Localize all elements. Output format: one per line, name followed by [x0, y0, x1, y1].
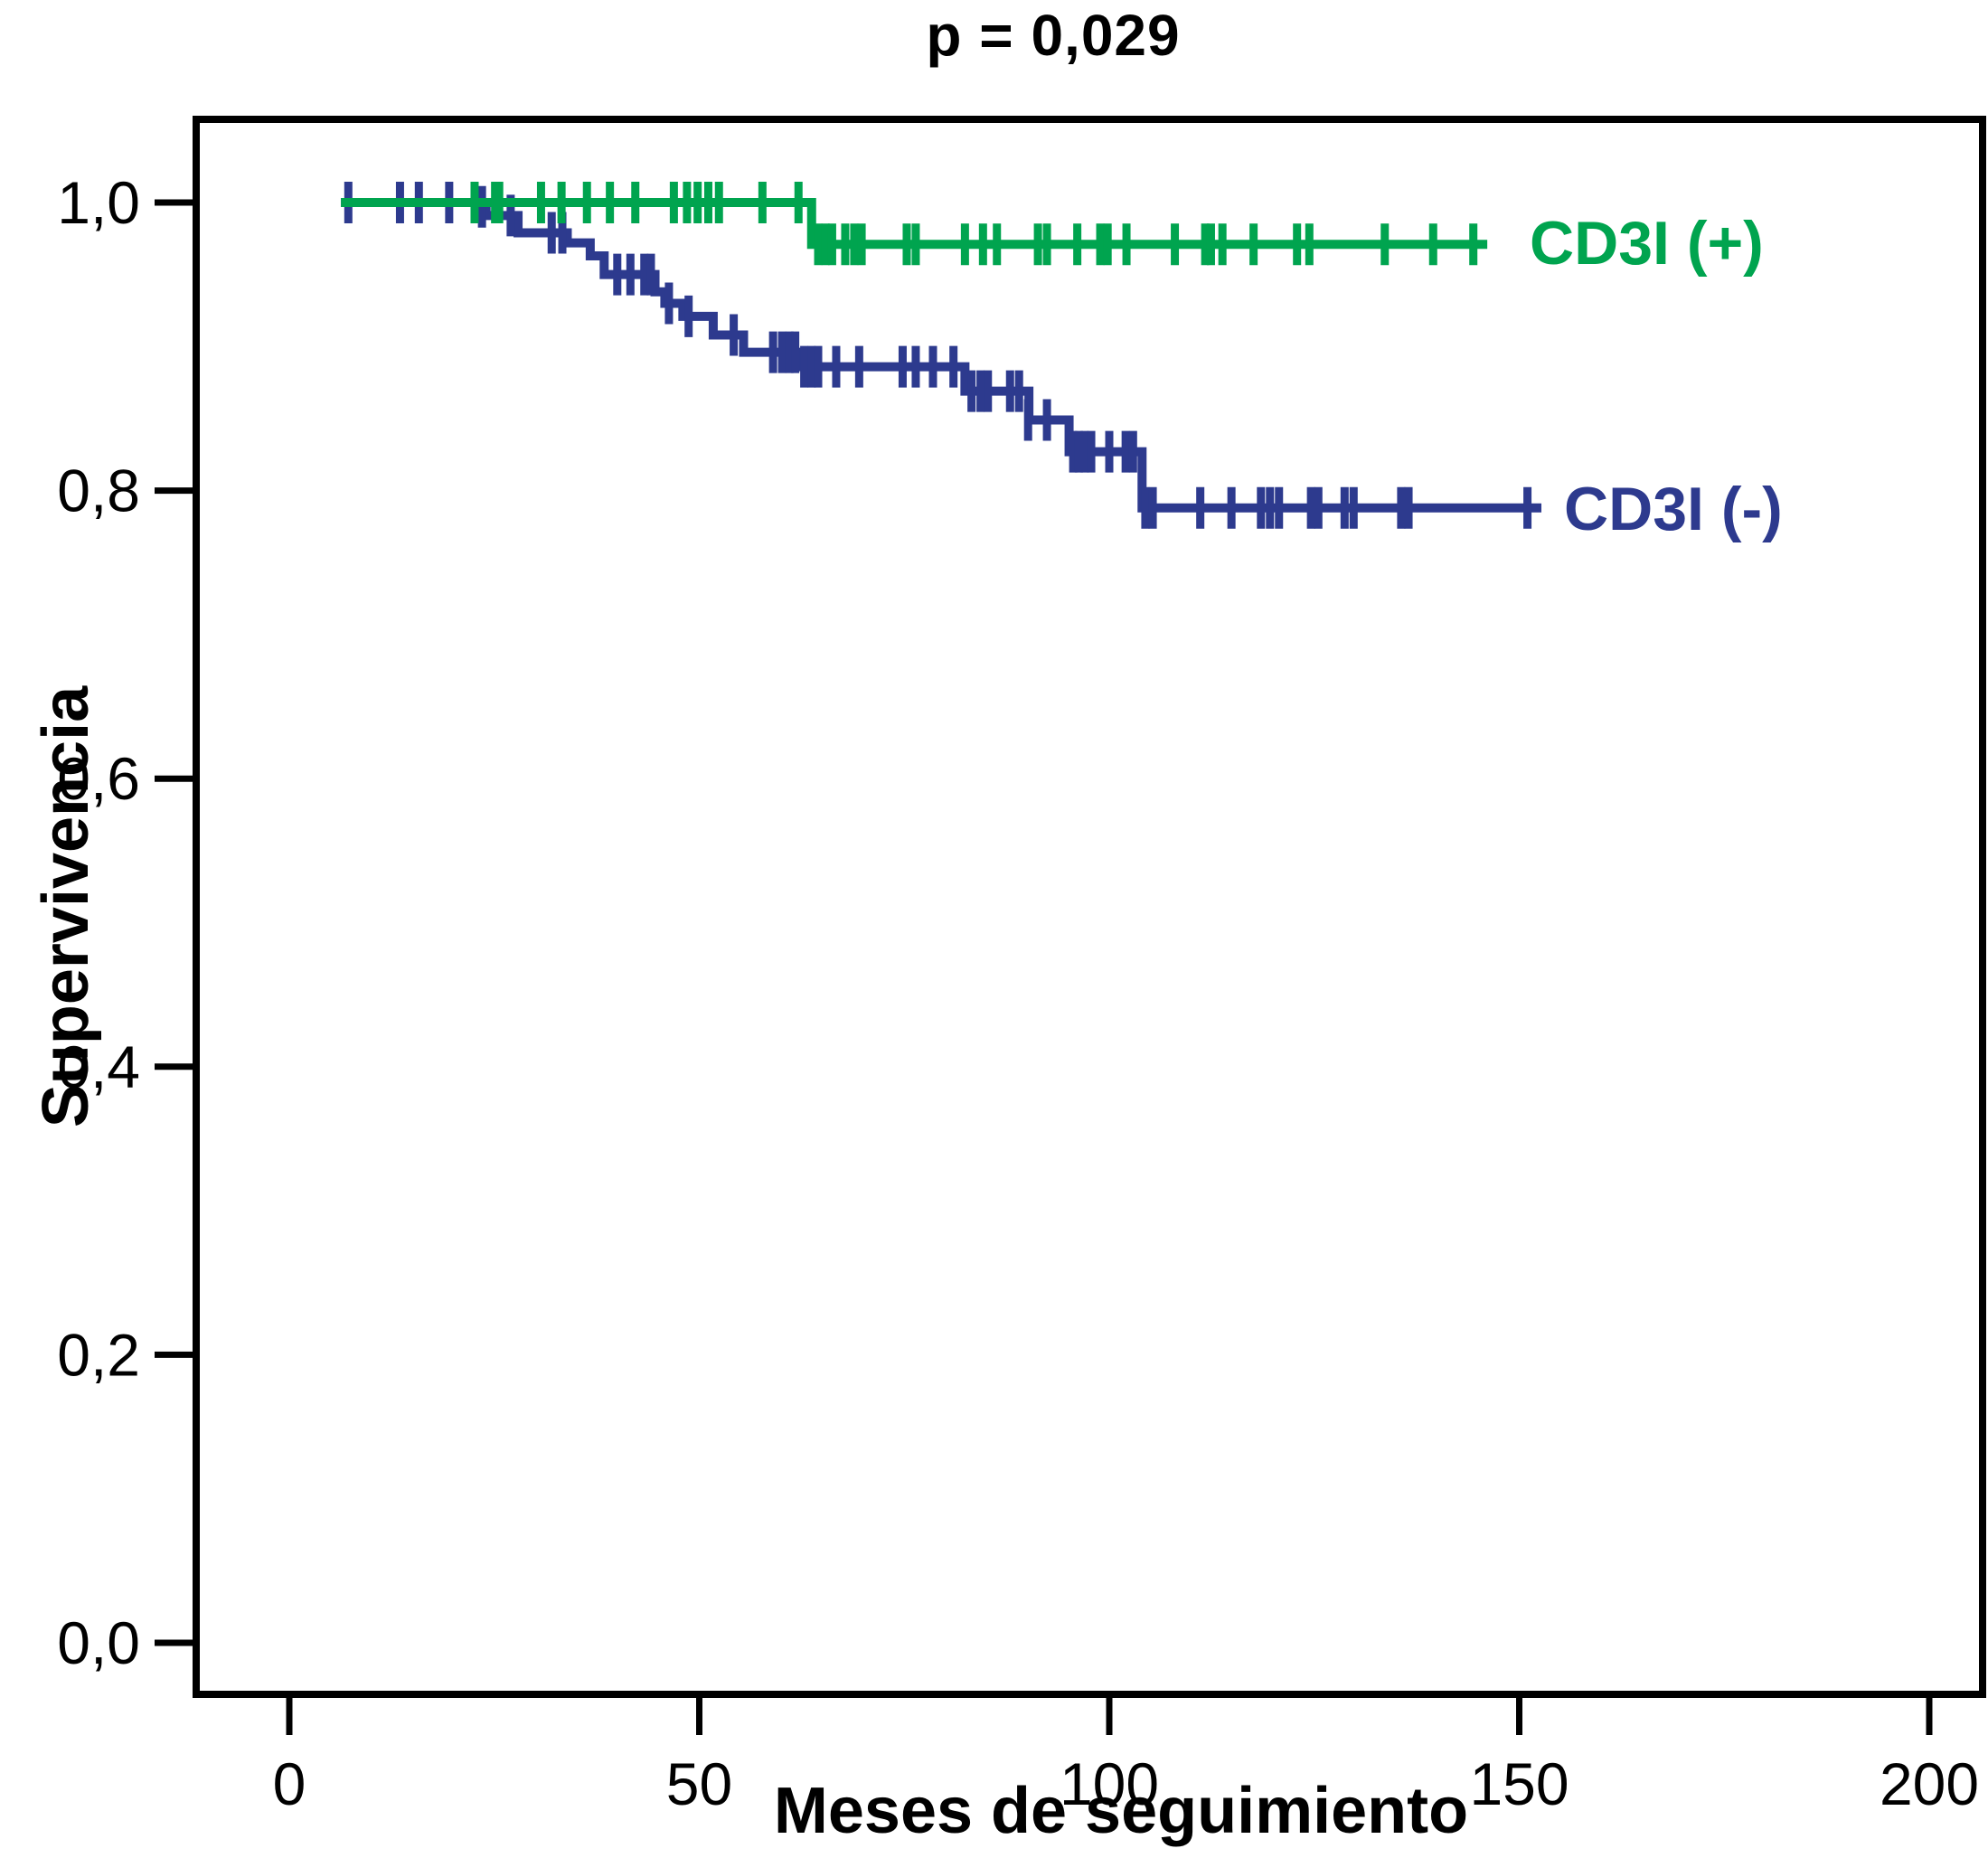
- y-tick-label: 0,0: [57, 1609, 140, 1676]
- series-label-cd3i-positive: CD3I (+): [1530, 209, 1764, 278]
- x-tick-label: 0: [273, 1750, 306, 1817]
- km-curve-cd3i-positive: [341, 198, 1488, 250]
- p-value-title: p = 0,029: [926, 3, 1181, 68]
- x-tick-label: 100: [1060, 1750, 1159, 1817]
- y-axis-title: Supervivencia: [30, 685, 102, 1128]
- y-tick-label: 0,2: [57, 1321, 140, 1388]
- x-tick-label: 200: [1880, 1750, 1979, 1817]
- y-tick-label: 0,6: [57, 745, 140, 812]
- y-tick-label: 0,8: [57, 457, 140, 524]
- y-tick-label: 0,4: [57, 1033, 140, 1100]
- series-label-cd3i-negative: CD3I (-): [1564, 475, 1783, 543]
- x-axis-title: Meses de seguimiento: [773, 1775, 1469, 1847]
- y-tick-label: 1,0: [57, 169, 140, 236]
- plot-frame: [193, 116, 1986, 1698]
- x-tick-label: 50: [666, 1750, 732, 1817]
- x-tick-label: 150: [1469, 1750, 1569, 1817]
